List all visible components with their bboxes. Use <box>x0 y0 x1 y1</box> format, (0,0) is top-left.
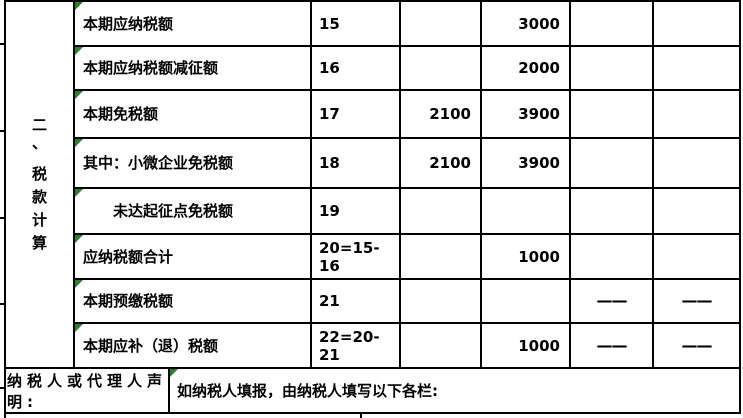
row-extra2-cell[interactable]: —— <box>654 280 739 324</box>
cell-flag-triangle-icon <box>75 47 83 55</box>
cell-flag-triangle-icon <box>75 235 83 243</box>
row-label: 本期预缴税额 <box>83 292 174 310</box>
cell-flag-triangle-icon <box>75 324 83 332</box>
declaration-label-cell[interactable]: 纳税人或代理人声明: <box>6 369 170 412</box>
row-code-cell[interactable]: 20=15-16 <box>312 235 401 280</box>
row-value1-cell[interactable] <box>401 324 482 369</box>
row-value2-cell[interactable] <box>482 280 571 324</box>
row-value2-cell[interactable]: 3000 <box>482 2 571 47</box>
row-extra2-cell[interactable] <box>654 139 739 189</box>
taxpayer-note-text: 如纳税人填报，由纳税人填写以下各栏: <box>177 382 439 400</box>
left-gridline-stub <box>0 130 4 132</box>
left-gridline-stub <box>0 217 4 219</box>
row-extra1-cell[interactable]: —— <box>571 280 654 324</box>
row-value2-cell[interactable]: 3900 <box>482 91 571 139</box>
row-label: 应纳税额合计 <box>83 247 174 266</box>
cell-flag-triangle-icon <box>75 139 83 147</box>
row-label-cell[interactable]: 本期应纳税额 <box>75 2 312 47</box>
row-code-cell[interactable]: 18 <box>312 139 401 189</box>
row-extra1-cell[interactable] <box>571 47 654 91</box>
cell-flag-triangle-icon <box>75 91 83 99</box>
section-title-char: 、 <box>31 134 47 152</box>
row-extra1-cell[interactable] <box>571 235 654 280</box>
row-code-cell[interactable]: 19 <box>312 189 401 235</box>
row-value2-cell[interactable]: 2000 <box>482 47 571 91</box>
cell-flag-triangle-icon <box>75 280 83 288</box>
row-value1-cell[interactable] <box>401 47 482 91</box>
row-value2-cell[interactable]: 1000 <box>482 324 571 369</box>
row-extra2-cell[interactable]: —— <box>654 324 739 369</box>
row-extra2-cell[interactable] <box>654 2 739 47</box>
row-extra1-cell[interactable] <box>571 91 654 139</box>
cell-flag-triangle-icon <box>75 2 83 10</box>
row-label: 其中：小微企业免税额 <box>83 154 234 172</box>
row-label-cell[interactable]: 应纳税额合计 <box>75 235 312 280</box>
row-extra2-cell[interactable] <box>654 235 739 280</box>
row-extra2-cell[interactable] <box>654 189 739 235</box>
section-title-char: 二 <box>31 116 47 134</box>
sliver-gridline <box>360 414 362 418</box>
cell-flag-triangle-icon <box>75 189 83 197</box>
row-code-cell[interactable]: 22=20-21 <box>312 324 401 369</box>
row-label: 本期应补（退）税额 <box>83 336 219 355</box>
row-label: 本期应纳税额 <box>83 14 174 33</box>
section-title-char: 算 <box>31 234 47 252</box>
row-extra2-cell[interactable] <box>654 91 739 139</box>
row-label: 未达起征点免税额 <box>113 202 234 220</box>
section-title-char: 款 <box>31 188 47 206</box>
left-gridline-stub <box>0 303 4 305</box>
row-value2-cell[interactable] <box>482 189 571 235</box>
section-header-cell[interactable]: 二 、 税 款 计 算 <box>6 2 75 369</box>
tax-rows-grid: 二 、 税 款 计 算 本期应纳税额 15 3000 本期应纳税额减征额 16 … <box>6 2 739 369</box>
left-gridline-stub <box>0 387 4 389</box>
row-code-cell[interactable]: 21 <box>312 280 401 324</box>
row-extra2-cell[interactable] <box>654 47 739 91</box>
row-label-cell[interactable]: 其中：小微企业免税额 <box>75 139 312 189</box>
row-value1-cell[interactable]: 2100 <box>401 91 482 139</box>
row-value1-cell[interactable] <box>401 235 482 280</box>
declaration-row: 纳税人或代理人声明: 如纳税人填报，由纳税人填写以下各栏: <box>6 369 739 412</box>
row-label-cell[interactable]: 未达起征点免税额 <box>75 189 312 235</box>
row-extra1-cell[interactable]: —— <box>571 324 654 369</box>
row-label-cell[interactable]: 本期预缴税额 <box>75 280 312 324</box>
row-label: 本期应纳税额减征额 <box>83 59 219 77</box>
row-value2-cell[interactable]: 1000 <box>482 235 571 280</box>
section-title-char: 计 <box>31 211 47 229</box>
row-label-cell[interactable]: 本期应纳税额减征额 <box>75 47 312 91</box>
row-code-cell[interactable]: 17 <box>312 91 401 139</box>
row-value2-cell[interactable]: 3900 <box>482 139 571 189</box>
tax-calculation-table: 二 、 税 款 计 算 本期应纳税额 15 3000 本期应纳税额减征额 16 … <box>4 0 741 414</box>
row-value1-cell[interactable] <box>401 2 482 47</box>
row-label-cell[interactable]: 本期应补（退）税额 <box>75 324 312 369</box>
row-label: 本期免税额 <box>83 105 159 123</box>
row-code-cell[interactable]: 15 <box>312 2 401 47</box>
row-label-cell[interactable]: 本期免税额 <box>75 91 312 139</box>
section-title-char: 税 <box>31 165 47 183</box>
row-value1-cell[interactable]: 2100 <box>401 139 482 189</box>
row-extra1-cell[interactable] <box>571 139 654 189</box>
next-row-sliver <box>4 414 741 418</box>
row-value1-cell[interactable] <box>401 280 482 324</box>
row-extra1-cell[interactable] <box>571 2 654 47</box>
left-gridline-stub <box>0 43 4 45</box>
row-code-cell[interactable]: 16 <box>312 47 401 91</box>
row-value1-cell[interactable] <box>401 189 482 235</box>
row-extra1-cell[interactable] <box>571 189 654 235</box>
cell-flag-triangle-icon <box>170 369 178 377</box>
taxpayer-note-cell[interactable]: 如纳税人填报，由纳税人填写以下各栏: <box>170 369 739 412</box>
